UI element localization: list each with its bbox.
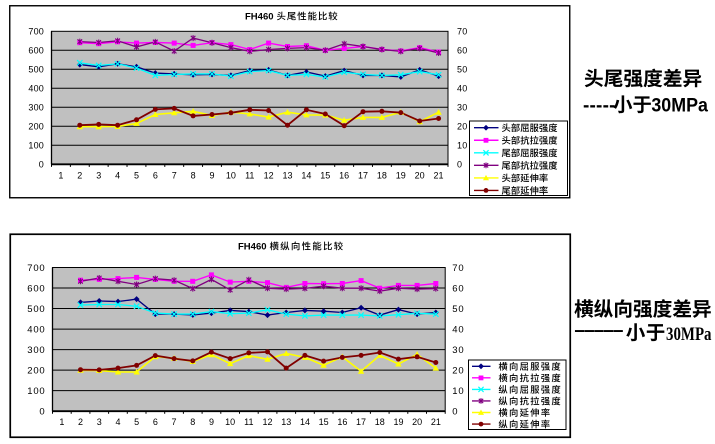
svg-text:10: 10 [457,141,467,151]
svg-text:20: 20 [415,170,425,180]
svg-text:40: 40 [457,84,467,94]
svg-text:16: 16 [339,170,349,180]
svg-text:16: 16 [337,417,347,427]
svg-text:9: 9 [209,170,214,180]
svg-text:10: 10 [452,386,464,397]
svg-text:15: 15 [320,170,330,180]
svg-text:0: 0 [457,160,462,170]
svg-text:14: 14 [301,170,311,180]
svg-text:20: 20 [457,122,467,132]
svg-text:3: 3 [97,417,102,427]
svg-text:4: 4 [115,417,120,427]
svg-text:19: 19 [393,417,403,427]
svg-text:0: 0 [39,407,45,418]
svg-text:21: 21 [431,417,441,427]
svg-text:20: 20 [412,417,422,427]
svg-text:100: 100 [27,386,45,397]
svg-text:1: 1 [58,170,63,180]
svg-text:12: 12 [263,417,273,427]
svg-text:400: 400 [27,324,45,335]
svg-text:6: 6 [153,417,158,427]
svg-text:200: 200 [27,365,45,376]
svg-text:700: 700 [27,263,45,274]
svg-text:400: 400 [28,84,44,94]
svg-text:100: 100 [28,141,44,151]
svg-text:600: 600 [28,46,44,56]
svg-text:70: 70 [457,27,467,37]
svg-text:7: 7 [172,170,177,180]
svg-text:11: 11 [245,170,254,180]
svg-text:2: 2 [77,170,82,180]
svg-text:19: 19 [396,170,406,180]
svg-text:30MPa: 30MPa [666,324,712,345]
svg-text:21: 21 [434,170,444,180]
svg-text:5: 5 [134,417,139,427]
svg-text:300: 300 [28,103,44,113]
svg-text:5: 5 [134,170,139,180]
svg-text:14: 14 [300,417,310,427]
svg-text:12: 12 [264,170,274,180]
svg-text:6: 6 [153,170,158,180]
svg-text:FH460: FH460 [238,242,267,253]
svg-text:-----: ----- [583,96,616,117]
svg-text:10: 10 [225,417,235,427]
svg-text:13: 13 [281,417,291,427]
svg-text:20: 20 [452,365,464,376]
svg-text:FH460: FH460 [245,12,274,23]
svg-text:8: 8 [191,170,196,180]
svg-text:60: 60 [452,283,464,294]
svg-text:8: 8 [190,417,195,427]
svg-text:7: 7 [172,417,177,427]
svg-text:500: 500 [28,65,44,75]
svg-text:700: 700 [28,27,44,37]
svg-text:17: 17 [356,417,366,427]
svg-text:3: 3 [96,170,101,180]
svg-text:40: 40 [452,324,464,335]
svg-text:200: 200 [28,122,44,132]
svg-text:30: 30 [452,345,464,356]
svg-text:600: 600 [27,283,45,294]
svg-text:60: 60 [457,46,467,56]
svg-text:18: 18 [375,417,385,427]
svg-text:13: 13 [283,170,293,180]
svg-text:11: 11 [244,417,253,427]
svg-text:50: 50 [452,304,464,315]
svg-text:500: 500 [27,304,45,315]
svg-text:50: 50 [457,65,467,75]
svg-text:–––––: ––––– [574,321,623,342]
svg-text:70: 70 [452,263,464,274]
svg-text:2: 2 [78,417,83,427]
svg-text:300: 300 [27,345,45,356]
svg-text:15: 15 [319,417,329,427]
svg-text:0: 0 [452,407,458,418]
svg-text:30MPa: 30MPa [651,96,708,117]
svg-text:1: 1 [59,417,64,427]
svg-text:18: 18 [377,170,387,180]
svg-text:10: 10 [226,170,236,180]
svg-text:9: 9 [209,417,214,427]
svg-text:4: 4 [115,170,120,180]
svg-text:17: 17 [358,170,368,180]
svg-text:30: 30 [457,103,467,113]
svg-text:0: 0 [39,160,44,170]
